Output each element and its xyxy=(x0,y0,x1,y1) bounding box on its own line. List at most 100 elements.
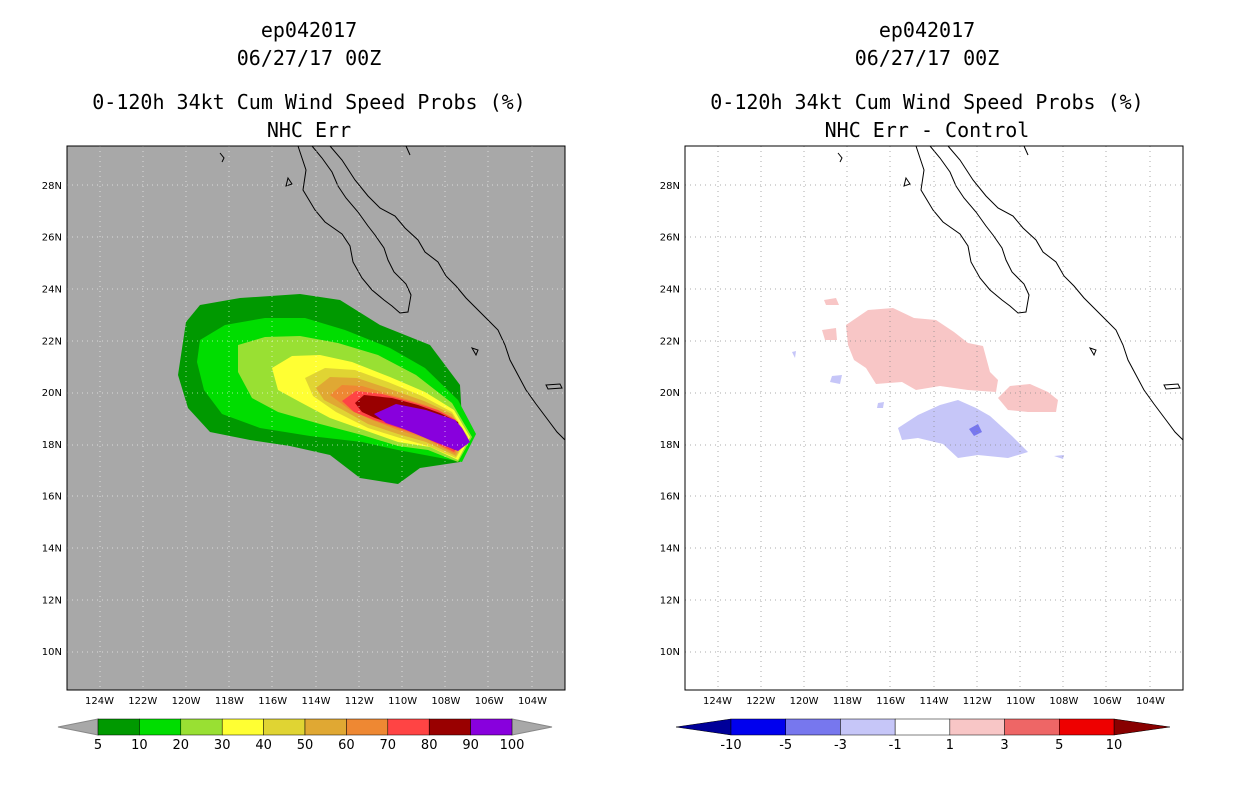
colorbar-left-arrow xyxy=(57,718,99,736)
negative-diff-region xyxy=(898,400,1028,458)
colorbar-swatch xyxy=(949,718,1005,736)
coastline xyxy=(219,145,566,441)
colorbar-label: 100 xyxy=(500,738,525,753)
colorbar-swatch xyxy=(97,718,140,736)
lat-tick-label: 26N xyxy=(660,233,680,244)
colorbar-label: 1 xyxy=(946,738,954,753)
lat-tick-label: 10N xyxy=(660,647,680,658)
colorbar-labels: -10 -5 -3 -1 1 3 5 10 xyxy=(720,738,1122,753)
lon-tick-label: 124W xyxy=(85,696,114,707)
colorbar-label: 10 xyxy=(1106,738,1123,753)
lon-tick-label: 106W xyxy=(1093,696,1122,707)
colorbar-label: -3 xyxy=(834,738,847,753)
colorbar-swatch xyxy=(304,718,347,736)
lon-tick-label: 110W xyxy=(1006,696,1035,707)
lon-tick-label: 108W xyxy=(431,696,460,707)
left-panel: ep042017 06/27/17 00Z 0-120h 34kt Cum Wi… xyxy=(42,18,566,753)
lon-tick-label: 120W xyxy=(172,696,201,707)
negative-diff-region xyxy=(830,375,842,384)
colorbar-swatch xyxy=(263,718,306,736)
lon-tick-label: 114W xyxy=(302,696,331,707)
contour-90 xyxy=(374,404,470,451)
colorbar-swatch xyxy=(221,718,264,736)
colorbar-label: 5 xyxy=(1055,738,1063,753)
lat-tick-label: 16N xyxy=(42,492,62,503)
positive-diff-region xyxy=(822,328,837,340)
colorbar-swatch xyxy=(139,718,182,736)
lat-tick-label: 26N xyxy=(42,233,62,244)
left-map-svg: 124W 122W 120W 118W 116W 114W 112W 110W 108W 106W… xyxy=(42,145,566,753)
lon-tick-label: 104W xyxy=(1136,696,1165,707)
colorbar: 5 10 20 30 40 50 60 70 80 90 100 xyxy=(57,718,553,753)
colorbar-swatch xyxy=(387,718,430,736)
lat-tick-label: 18N xyxy=(660,440,680,451)
lat-tick-label: 28N xyxy=(660,181,680,192)
lon-tick-label: 108W xyxy=(1049,696,1078,707)
probability-contours xyxy=(178,294,476,484)
map-frame xyxy=(66,145,566,691)
lon-tick-label: 104W xyxy=(518,696,547,707)
lat-tick-label: 12N xyxy=(660,595,680,606)
colorbar-label: 60 xyxy=(338,738,355,753)
lat-tick-label: 22N xyxy=(660,336,680,347)
lon-tick-label: 118W xyxy=(833,696,862,707)
lat-tick-label: 22N xyxy=(42,336,62,347)
lon-tick-label: 110W xyxy=(388,696,417,707)
negative-diff-region xyxy=(877,402,884,408)
colorbar-swatch xyxy=(180,718,223,736)
lon-tick-label: 122W xyxy=(746,696,775,707)
lon-tick-label: 112W xyxy=(963,696,992,707)
datetime-title: 06/27/17 00Z xyxy=(854,46,1000,70)
colorbar-label: 20 xyxy=(173,738,190,753)
lat-tick-label: 24N xyxy=(42,284,62,295)
positive-diff-region xyxy=(824,298,839,305)
colorbar-left-arrow xyxy=(675,718,732,736)
lat-tick-label: 10N xyxy=(42,647,62,658)
lat-tick-label: 16N xyxy=(660,492,680,503)
colorbar-labels: 5 10 20 30 40 50 60 70 80 90 100 xyxy=(94,738,525,753)
colorbar-swatch xyxy=(1004,718,1060,736)
product-title: 0-120h 34kt Cum Wind Speed Probs (%) xyxy=(710,90,1144,114)
lon-tick-label: 112W xyxy=(345,696,374,707)
negative-diff-region xyxy=(1054,455,1064,459)
colorbar-label: 5 xyxy=(94,738,102,753)
lon-tick-label: 124W xyxy=(703,696,732,707)
colorbar-boxes xyxy=(97,718,513,736)
negative-diff-region xyxy=(792,351,796,358)
lat-tick-label: 14N xyxy=(42,544,62,555)
difference-contours xyxy=(792,298,1064,459)
lon-tick-labels: 124W 122W 120W 118W 116W 114W 112W 110W 108W 106W… xyxy=(85,696,547,707)
lat-tick-label: 20N xyxy=(42,388,62,399)
colorbar-swatch xyxy=(785,718,841,736)
lon-tick-label: 106W xyxy=(475,696,504,707)
lon-tick-labels: 124W 122W 120W 118W 116W 114W 112W 110W 108W 106W… xyxy=(703,696,1165,707)
colorbar-label: 90 xyxy=(462,738,479,753)
positive-diff-region xyxy=(846,308,998,392)
lat-tick-labels: 28N 26N 24N 22N 20N 18N 16N 14N 12N 10N xyxy=(660,181,680,658)
lat-tick-label: 18N xyxy=(42,440,62,451)
lat-tick-label: 24N xyxy=(660,284,680,295)
lon-tick-label: 116W xyxy=(876,696,905,707)
product-title: 0-120h 34kt Cum Wind Speed Probs (%) xyxy=(92,90,526,114)
colorbar-label: 70 xyxy=(380,738,397,753)
storm-id-title: ep042017 xyxy=(878,18,976,42)
colorbar-right-arrow xyxy=(511,718,553,736)
colorbar-swatch xyxy=(470,718,513,736)
colorbar-swatch xyxy=(1059,718,1115,736)
storm-id-title: ep042017 xyxy=(260,18,358,42)
lon-tick-label: 120W xyxy=(790,696,819,707)
lat-tick-label: 14N xyxy=(660,544,680,555)
gridlines xyxy=(685,146,1183,690)
colorbar-label: 10 xyxy=(131,738,148,753)
right-map-svg: 124W 122W 120W 118W 116W 114W 112W 110W 108W 106W… xyxy=(660,145,1184,753)
colorbar-label: 40 xyxy=(255,738,272,753)
colorbar-label: -1 xyxy=(889,738,902,753)
colorbar-swatch xyxy=(346,718,389,736)
gridlines xyxy=(67,146,565,690)
coastline xyxy=(837,145,1184,441)
lon-tick-label: 116W xyxy=(258,696,287,707)
colorbar-label: -5 xyxy=(779,738,792,753)
colorbar-label: -10 xyxy=(720,738,741,753)
map-frame xyxy=(684,145,1184,691)
colorbar-swatch xyxy=(428,718,471,736)
